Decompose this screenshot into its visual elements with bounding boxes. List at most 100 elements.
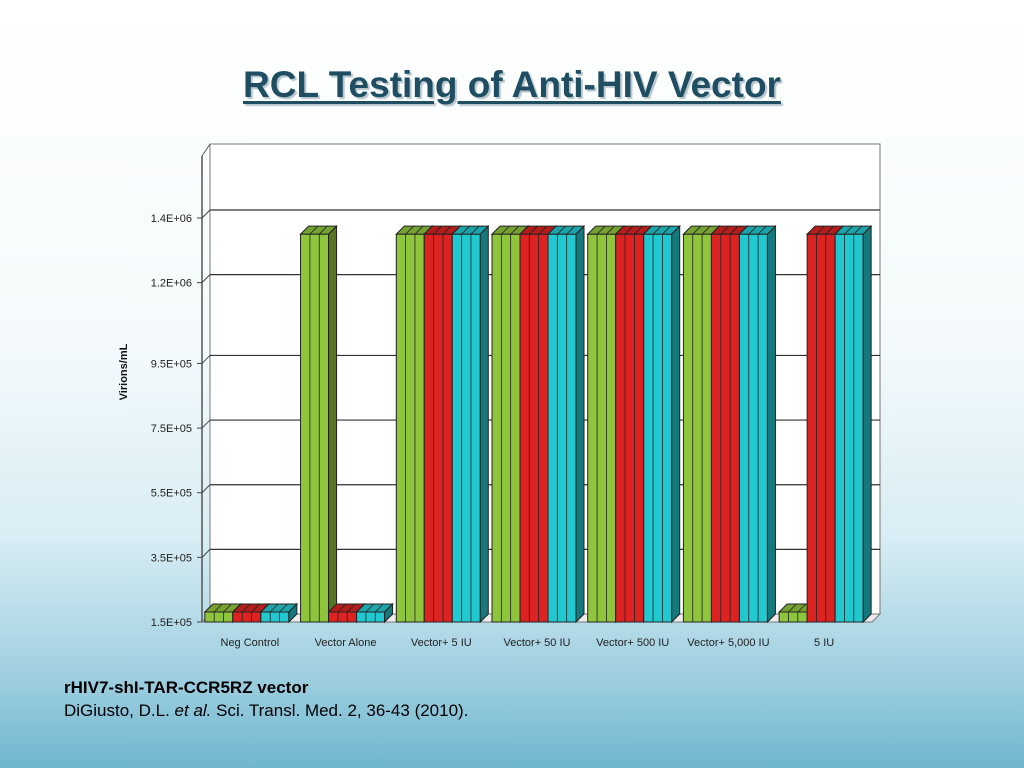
bar-top-stripe <box>692 225 702 235</box>
y-tick-label: 3.5E+05 <box>151 552 192 564</box>
bar-top-stripe <box>501 225 510 235</box>
bar-top-stripe <box>557 225 566 235</box>
bar-top-stripe <box>720 225 730 235</box>
bar <box>738 233 768 623</box>
x-tick-label: Vector+ 5 IU <box>411 637 472 649</box>
bar-top-stripe <box>309 225 319 235</box>
y-axis-label: Virions/mL <box>118 343 130 400</box>
bar <box>423 233 453 623</box>
bar <box>519 233 549 623</box>
x-tick-label: Vector Alone <box>315 637 377 649</box>
bar-top-stripe <box>241 603 251 613</box>
y-tick-label: 9.5E+05 <box>151 358 192 370</box>
bar-top-stripe <box>414 225 424 235</box>
bar-top-stripe <box>816 225 825 235</box>
bar-top-stripe <box>662 225 671 235</box>
bar <box>451 233 481 623</box>
bar-side <box>479 224 489 624</box>
caption-journal: Sci. Transl. Med. 2, 36-43 (2010). <box>216 701 469 720</box>
bar <box>587 233 617 623</box>
bar-top-stripe <box>405 225 414 235</box>
gridline-diagonal <box>201 355 211 364</box>
bar-top-stripe <box>853 225 863 235</box>
bar-top-stripe <box>624 225 634 235</box>
bar-top-stripe <box>318 225 328 235</box>
y-axis-top-edge <box>201 143 211 157</box>
bar-top-stripe <box>279 603 288 613</box>
bar-top-stripe <box>797 603 807 613</box>
bar-top-stripe <box>652 225 662 235</box>
gridline-diagonal <box>201 549 211 558</box>
bar-top-stripe <box>470 225 480 235</box>
y-tick-label: 1.4E+06 <box>151 213 192 225</box>
bar-top-stripe <box>748 225 758 235</box>
bar <box>643 233 673 623</box>
bar-top-stripe <box>538 225 547 235</box>
slide-title: RCL Testing of Anti-HIV Vector <box>243 64 781 105</box>
bar-top-stripe <box>461 225 470 235</box>
bar-top-stripe <box>223 603 232 613</box>
bar-top-stripe <box>337 603 347 613</box>
bar-top-stripe <box>346 603 356 613</box>
bar <box>834 233 864 623</box>
bar <box>806 233 836 623</box>
bar-side <box>862 224 872 624</box>
bar-top-stripe <box>442 225 452 235</box>
bar-top-stripe <box>844 225 853 235</box>
bar <box>682 233 712 623</box>
bar-top-stripe <box>213 603 223 613</box>
bar-top-stripe <box>606 225 615 235</box>
gridline-diagonal <box>201 209 211 219</box>
bar <box>232 611 262 623</box>
bar-top-stripe <box>634 225 643 235</box>
x-tick-label: Vector+ 5,000 IU <box>687 637 769 649</box>
bar-top-stripe <box>729 225 739 235</box>
bar <box>710 233 740 623</box>
bar-side <box>575 224 585 624</box>
bar-top-stripe <box>788 603 797 613</box>
bar-top-stripe <box>269 603 279 613</box>
caption: rHIV7-shI-TAR-CCR5RZ vector DiGiusto, D.… <box>64 678 468 721</box>
bar-top-stripe <box>825 225 835 235</box>
bar-top-stripe <box>529 225 538 235</box>
y-tick-label: 1.5E+05 <box>151 617 192 629</box>
bar-top-stripe <box>510 225 519 235</box>
x-tick-label: 5 IU <box>814 637 834 649</box>
bar <box>260 611 290 623</box>
bar-top-stripe <box>596 225 606 235</box>
y-tick-label: 5.5E+05 <box>151 488 192 500</box>
bar-top-stripe <box>701 225 711 235</box>
bar-top-stripe <box>374 603 384 613</box>
bar-top-stripe <box>365 603 375 613</box>
bar <box>204 611 234 623</box>
bar <box>778 611 808 623</box>
caption-citation: DiGiusto, D.L. et al. Sci. Transl. Med. … <box>64 701 468 721</box>
bar-side <box>328 224 338 624</box>
x-tick-label: Vector+ 50 IU <box>504 637 571 649</box>
bar-side <box>671 224 681 624</box>
bar-side <box>288 602 298 624</box>
bar <box>491 233 521 623</box>
chart-labels: 1.5E+05 3.5E+05 5.5E+05 7.5E+05 9.5E+05 1.2E+… <box>118 213 834 649</box>
bar-side <box>766 224 776 624</box>
bar <box>328 611 358 623</box>
bar-top-stripe <box>566 225 575 235</box>
caption-vector-name: rHIV7-shI-TAR-CCR5RZ vector <box>64 678 309 697</box>
gridline-diagonal <box>201 274 211 283</box>
bar-top-stripe <box>757 225 767 235</box>
bar-top-stripe <box>433 225 442 235</box>
bar <box>395 233 425 623</box>
bar <box>547 233 577 623</box>
caption-authors: DiGiusto, D.L. <box>64 701 170 720</box>
x-tick-label: Vector+ 500 IU <box>596 637 669 649</box>
bar-top-stripe <box>251 603 260 613</box>
bar <box>300 233 330 623</box>
caption-et-al: et al. <box>174 701 212 720</box>
chart-bars <box>203 224 873 624</box>
bar <box>356 611 386 623</box>
y-tick-label: 7.5E+05 <box>151 423 192 435</box>
bar-side <box>384 602 394 624</box>
y-tick-label: 1.2E+06 <box>151 278 192 290</box>
gridline-diagonal <box>201 484 211 494</box>
